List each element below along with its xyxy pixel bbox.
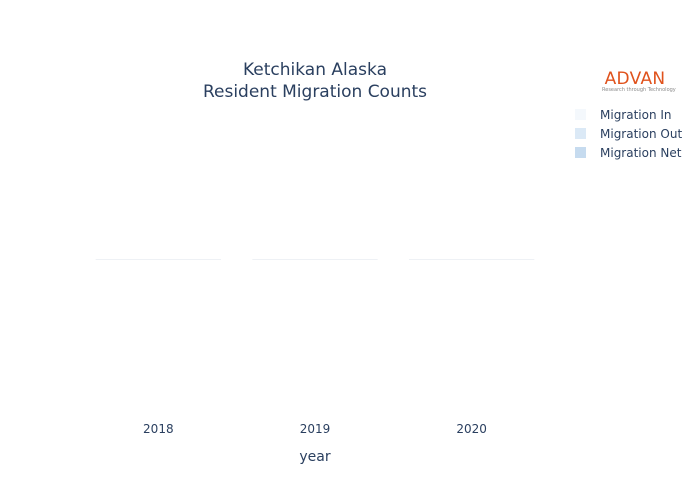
legend-swatch [575, 147, 586, 158]
legend-label: Migration Net [600, 146, 682, 160]
chart-title-line-2: Resident Migration Counts [203, 82, 427, 102]
logo-wordmark: ADVAN [605, 69, 666, 89]
legend-label: Migration Out [600, 127, 682, 141]
legend-item-migration-in[interactable]: Migration In [575, 108, 672, 122]
legend-item-migration-net[interactable]: Migration Net [575, 146, 682, 160]
x-axis-ticks: 2018 2019 2020 [143, 422, 487, 436]
x-tick-label: 2020 [456, 422, 487, 436]
legend-swatch [575, 109, 586, 120]
x-axis-title: year [299, 449, 330, 465]
logo-tagline: Research through Technology [602, 87, 676, 93]
chart-title-line-1: Ketchikan Alaska [243, 60, 387, 80]
x-tick-label: 2018 [143, 422, 174, 436]
legend-swatch [575, 128, 586, 139]
x-tick-label: 2019 [300, 422, 331, 436]
legend[interactable]: Migration In Migration Out Migration Net [575, 108, 682, 160]
legend-label: Migration In [600, 108, 672, 122]
legend-item-migration-out[interactable]: Migration Out [575, 127, 682, 141]
advan-logo: ADVAN Research through Technology [602, 69, 676, 93]
chart-title: Ketchikan Alaska Resident Migration Coun… [203, 60, 427, 102]
